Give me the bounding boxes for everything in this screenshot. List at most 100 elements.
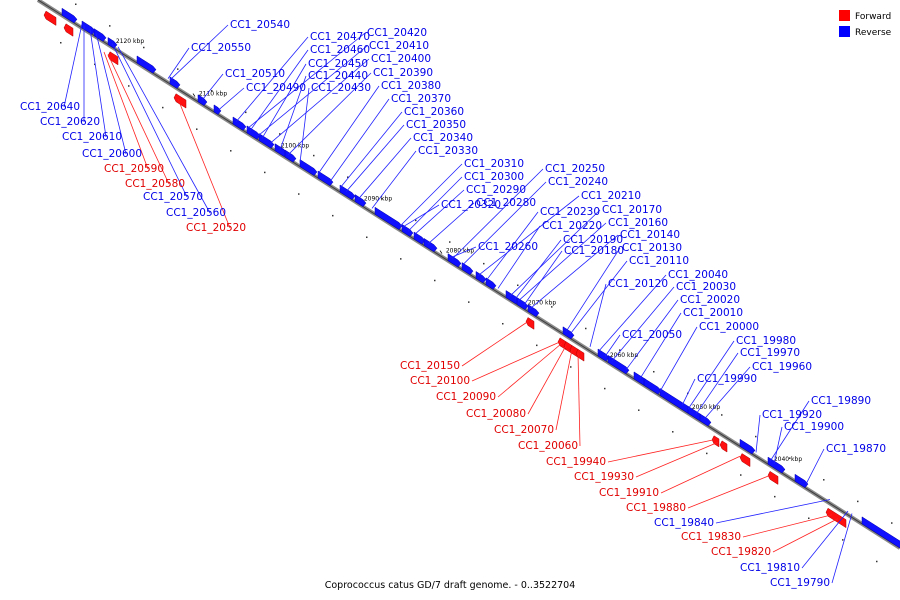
forward-gene-block [575,348,585,362]
tick-label: 2040 kbp [774,456,802,463]
gene-label: CC1_20330 [418,145,478,157]
reverse-gene-block [423,237,438,253]
gene-label: CC1_20460 [310,44,370,56]
gene-label: CC1_19910 [599,487,659,499]
feature-dot [672,431,674,433]
reverse-gene-block [213,104,222,115]
gene-label: CC1_20450 [308,58,368,70]
gene-label: CC1_20490 [246,82,306,94]
reverse-gene-block [527,304,540,317]
tick-label: 2110 kbp [199,91,227,98]
gene-labels: CC1_20540CC1_20550CC1_20470CC1_20420CC1_… [20,19,886,589]
feature-dot [109,25,111,27]
leader-line [555,349,573,431]
feature-dot [366,236,368,239]
reverse-gene-block [767,456,786,474]
feature-dot [740,474,742,476]
leader-line [703,366,751,420]
feature-dot [332,214,334,217]
forward-gene-block [767,470,779,485]
gene-label: CC1_20340 [413,132,473,144]
gene-label: CC1_19880 [626,502,686,514]
feature-dot [245,111,247,114]
reverse-gene-block [61,7,78,24]
tick-label: 2050 kbp [692,404,720,411]
leader-line [345,124,405,193]
leader-line [107,54,170,185]
leader-line [461,321,529,367]
gene-label: CC1_20640 [20,101,80,113]
gene-label: CC1_19980 [736,335,796,347]
leader-line [569,260,628,335]
legend-reverse-label: Reverse [855,28,892,38]
leader-line [451,168,544,260]
gene-label: CC1_19940 [546,456,606,468]
tick-label: 2120 kbp [116,38,144,45]
gene-label: CC1_20120 [608,278,668,290]
gene-label: CC1_19810 [740,562,800,574]
leader-line [801,510,849,569]
leader-line [371,150,417,209]
gene-label: CC1_19790 [770,577,830,589]
feature-dot [313,154,315,157]
leader-line [607,439,715,463]
reverse-gene-block [299,159,318,176]
leader-line [625,299,679,371]
gene-label: CC1_20310 [464,158,524,170]
gene-label: CC1_19840 [654,517,714,529]
gene-label: CC1_20060 [518,440,578,452]
feature-dot [347,176,349,178]
legend: Forward Reverse [839,10,892,38]
feature-dot [400,258,402,260]
leader-line [413,189,465,236]
leader-line [485,211,539,282]
reverse-gene-block [232,116,247,131]
tick-label: 2090 kbp [364,195,392,202]
gene-label: CC1_20580 [125,178,185,190]
leader-line [604,334,621,357]
feature-dot [230,150,232,152]
reverse-gene-block [374,206,403,230]
reverse-gene-block [401,223,414,237]
leader-line [497,225,541,289]
reverse-gene-block [413,231,426,245]
feature-dot [434,279,436,282]
leader-line [659,326,698,392]
reverse-gene-block [284,149,297,163]
leader-line [831,513,853,584]
gene-label: CC1_20010 [683,307,743,319]
reverse-gene-block [246,125,261,140]
forward-gene-block [719,440,728,453]
feature-dot [502,322,504,325]
gene-label: CC1_20350 [406,119,466,131]
reverse-gene-block [861,516,900,549]
gene-label: CC1_20180 [564,245,624,257]
gene-label: CC1_20250 [545,163,605,175]
reverse-gene-block [794,473,809,488]
leader-line [773,426,783,464]
reverse-gene-block [475,270,487,284]
leader-line [755,414,761,453]
tick-mark [439,250,443,254]
leader-line [589,283,607,348]
feature-dot [196,128,198,130]
feature-dot [162,106,164,109]
feature-dot [75,3,77,6]
leader-line [514,239,562,300]
forward-gene-block [525,317,535,330]
forward-gene-block [43,10,57,26]
gene-label: CC1_20040 [668,269,728,281]
gene-label: CC1_20600 [82,148,142,160]
leader-line [201,73,224,101]
gene-label: CC1_20220 [542,220,602,232]
reverse-gene-block [136,55,157,74]
reverse-gene-block [597,348,610,362]
feature-dot [891,522,893,524]
leader-line [257,45,368,137]
gene-label: CC1_19990 [697,373,757,385]
leader-line [517,222,607,302]
leader-line [527,345,567,415]
gene-label: CC1_20300 [464,171,524,183]
gene-label: CC1_19930 [574,471,634,483]
